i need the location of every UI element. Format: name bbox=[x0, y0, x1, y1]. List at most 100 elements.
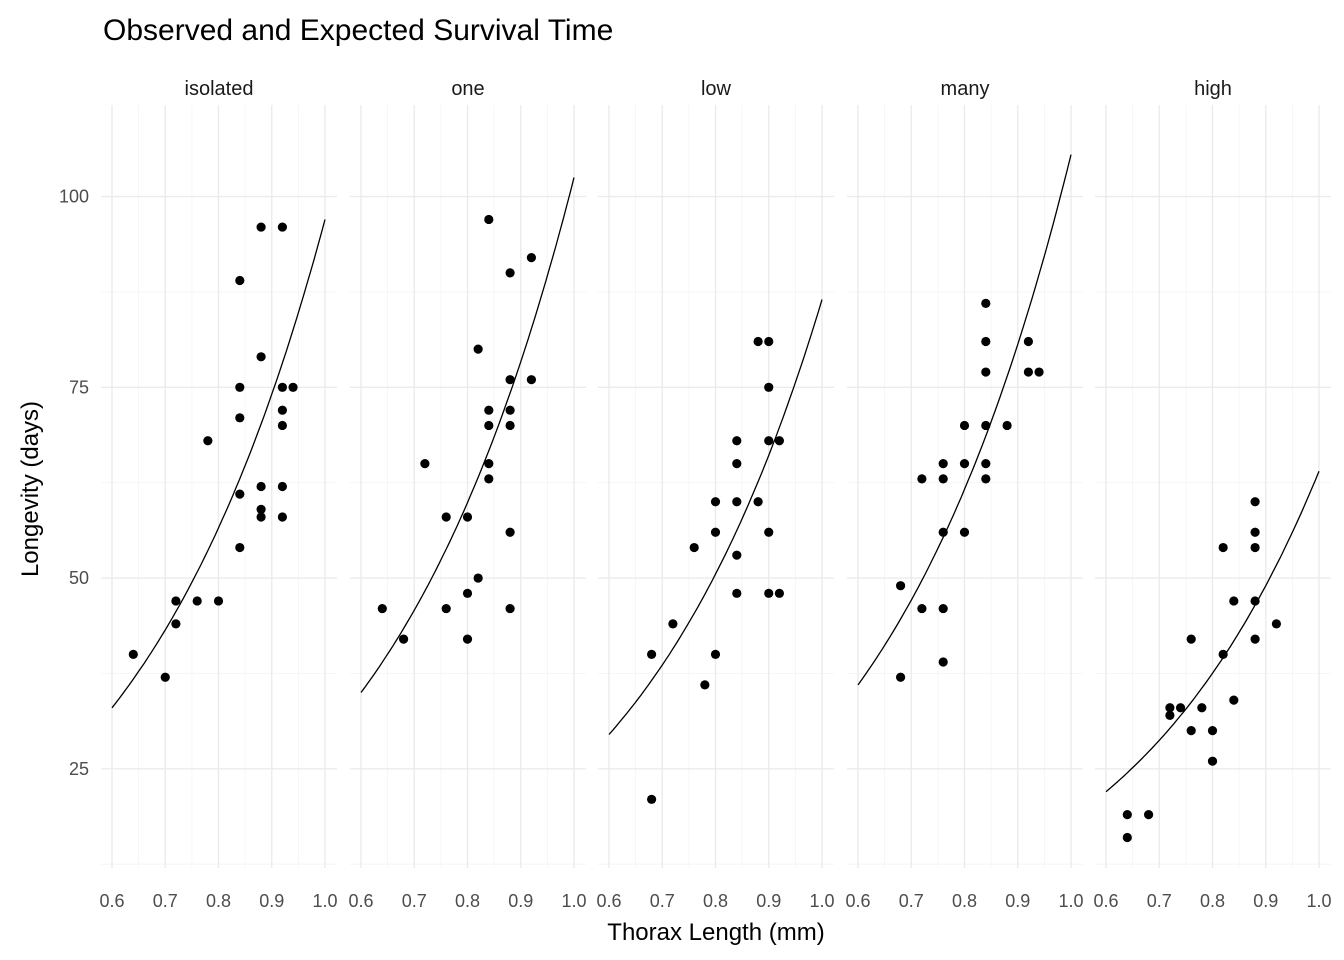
data-point bbox=[505, 268, 515, 278]
data-point bbox=[981, 420, 991, 431]
x-tick-label: 0.8 bbox=[952, 891, 977, 911]
data-point bbox=[1207, 756, 1218, 766]
data-point bbox=[235, 382, 245, 392]
data-point bbox=[256, 352, 266, 362]
data-point bbox=[505, 420, 515, 431]
data-point bbox=[959, 420, 970, 431]
data-point bbox=[689, 542, 699, 553]
x-tick-label: 1.0 bbox=[1058, 891, 1083, 911]
data-point bbox=[256, 512, 266, 522]
data-point bbox=[1122, 832, 1132, 843]
data-point bbox=[1207, 726, 1218, 736]
data-point bbox=[981, 474, 991, 484]
x-tick-label: 0.6 bbox=[99, 891, 124, 911]
data-point bbox=[1165, 703, 1175, 713]
x-tick-label: 0.6 bbox=[845, 891, 870, 911]
y-tick-label: 50 bbox=[69, 568, 89, 588]
data-point bbox=[462, 634, 473, 644]
data-point bbox=[1250, 634, 1260, 644]
data-point bbox=[505, 375, 515, 385]
x-tick-label: 0.7 bbox=[650, 891, 675, 911]
data-point bbox=[1229, 596, 1239, 606]
data-point bbox=[896, 672, 906, 682]
facet-panel-many: many 0.6 0.7 0.8 0.9 1.0 bbox=[845, 78, 1083, 911]
data-point bbox=[981, 298, 991, 308]
data-point bbox=[647, 649, 657, 659]
x-tick-label: 0.9 bbox=[1005, 891, 1030, 911]
x-tick-label: 0.7 bbox=[153, 891, 178, 911]
x-tick-label: 0.7 bbox=[402, 891, 427, 911]
data-point bbox=[462, 588, 473, 598]
data-point bbox=[171, 596, 181, 606]
data-point bbox=[377, 603, 387, 614]
facet-label-high: high bbox=[1194, 78, 1232, 100]
data-point bbox=[700, 680, 710, 690]
facet-panel-high: high 0.6 0.7 0.8 0.9 1.0 bbox=[1093, 78, 1331, 911]
data-point bbox=[526, 375, 537, 385]
x-tick-label: 1.0 bbox=[809, 891, 834, 911]
data-point bbox=[203, 436, 213, 446]
x-tick-label: 1.0 bbox=[312, 891, 337, 911]
x-tick-label: 0.8 bbox=[703, 891, 728, 911]
x-tick-label: 1.0 bbox=[561, 891, 586, 911]
data-point bbox=[235, 413, 245, 423]
facet-label-one: one bbox=[451, 78, 484, 100]
data-point bbox=[764, 382, 774, 392]
data-point bbox=[420, 459, 430, 469]
data-point bbox=[256, 222, 266, 232]
facet-label-low: low bbox=[701, 78, 732, 100]
data-point bbox=[484, 214, 494, 225]
data-point bbox=[959, 527, 970, 537]
data-point bbox=[1002, 420, 1012, 431]
data-point bbox=[277, 222, 287, 232]
expected-curve bbox=[1105, 470, 1320, 793]
data-point bbox=[1023, 367, 1033, 377]
data-point bbox=[1229, 695, 1239, 705]
data-point bbox=[732, 436, 742, 446]
data-point bbox=[981, 336, 991, 347]
x-tick-label: 0.8 bbox=[1200, 891, 1225, 911]
data-point bbox=[1165, 710, 1175, 721]
x-tick-label: 0.6 bbox=[1093, 891, 1118, 911]
data-point bbox=[213, 596, 224, 606]
data-point bbox=[1250, 596, 1260, 606]
facet-panel-isolated: isolated 0.6 0.7 0.8 0.9 1.0 bbox=[99, 78, 337, 911]
data-point bbox=[1271, 619, 1281, 629]
y-axis-title: Longevity (days) bbox=[17, 401, 44, 577]
data-point bbox=[505, 603, 515, 614]
data-point bbox=[1250, 542, 1260, 553]
data-point bbox=[277, 382, 287, 392]
data-point bbox=[710, 497, 721, 507]
data-point bbox=[710, 649, 721, 659]
data-point bbox=[1186, 634, 1196, 644]
x-tick-label: 0.6 bbox=[596, 891, 621, 911]
y-tick-label: 25 bbox=[69, 759, 89, 779]
data-point bbox=[235, 542, 245, 553]
data-point bbox=[753, 336, 763, 347]
data-point bbox=[1023, 336, 1033, 347]
data-point bbox=[473, 573, 483, 583]
data-point bbox=[1186, 726, 1196, 736]
data-point bbox=[277, 512, 287, 522]
data-point bbox=[732, 550, 742, 560]
data-point bbox=[277, 420, 287, 431]
expected-curve bbox=[111, 219, 326, 709]
x-tick-label: 0.6 bbox=[348, 891, 373, 911]
data-point bbox=[1197, 703, 1207, 713]
data-point bbox=[1122, 809, 1132, 820]
data-point bbox=[981, 367, 991, 377]
data-point bbox=[764, 336, 774, 347]
x-tick-label: 0.7 bbox=[899, 891, 924, 911]
data-point bbox=[399, 634, 409, 644]
data-point bbox=[484, 420, 494, 431]
chart-title: Observed and Expected Survival Time bbox=[103, 14, 613, 47]
data-point bbox=[256, 504, 266, 514]
data-point bbox=[192, 596, 202, 606]
data-point bbox=[764, 436, 774, 446]
data-point bbox=[526, 253, 537, 263]
data-point bbox=[235, 275, 245, 286]
x-tick-label: 0.9 bbox=[259, 891, 284, 911]
data-point bbox=[288, 382, 298, 392]
data-point bbox=[160, 672, 170, 682]
